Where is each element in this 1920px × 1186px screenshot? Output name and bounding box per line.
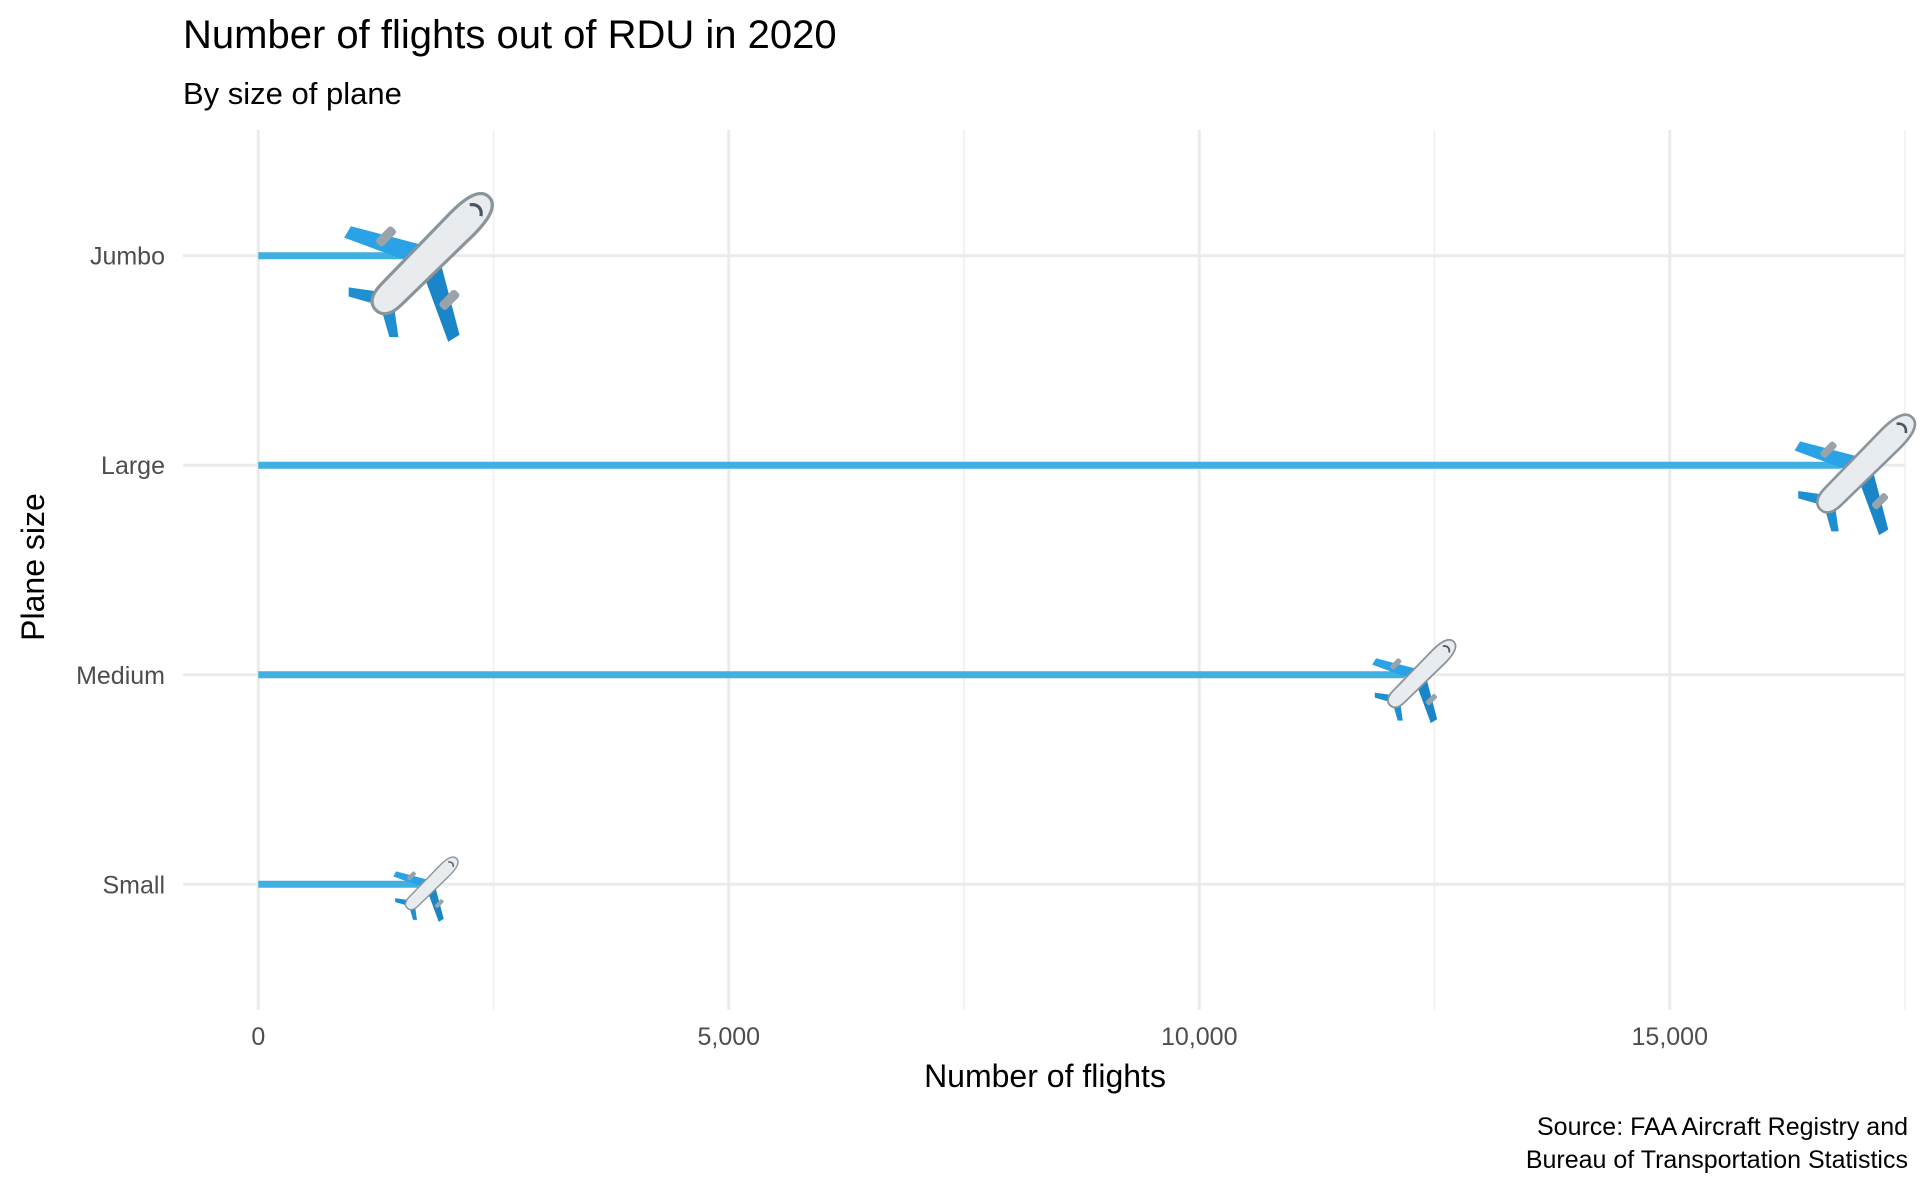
x-axis-title: Number of flights bbox=[924, 1058, 1166, 1094]
x-tick-label-2: 10,000 bbox=[1161, 1023, 1237, 1051]
x-tick-label-1: 5,000 bbox=[697, 1023, 760, 1051]
x-tick-label-0: 0 bbox=[251, 1023, 265, 1051]
y-tick-label-large: Large bbox=[101, 452, 165, 480]
caption-line-1: Source: FAA Aircraft Registry and bbox=[1537, 1113, 1908, 1141]
chart-subtitle: By size of plane bbox=[183, 76, 402, 111]
y-tick-label-jumbo: Jumbo bbox=[90, 243, 165, 271]
y-tick-label-small: Small bbox=[102, 871, 165, 899]
x-tick-label-3: 15,000 bbox=[1632, 1023, 1708, 1051]
y-axis-title: Plane size bbox=[15, 493, 51, 641]
y-tick-label-medium: Medium bbox=[76, 662, 165, 690]
chart-title: Number of flights out of RDU in 2020 bbox=[183, 13, 837, 57]
caption-line-2: Bureau of Transportation Statistics bbox=[1526, 1146, 1908, 1174]
